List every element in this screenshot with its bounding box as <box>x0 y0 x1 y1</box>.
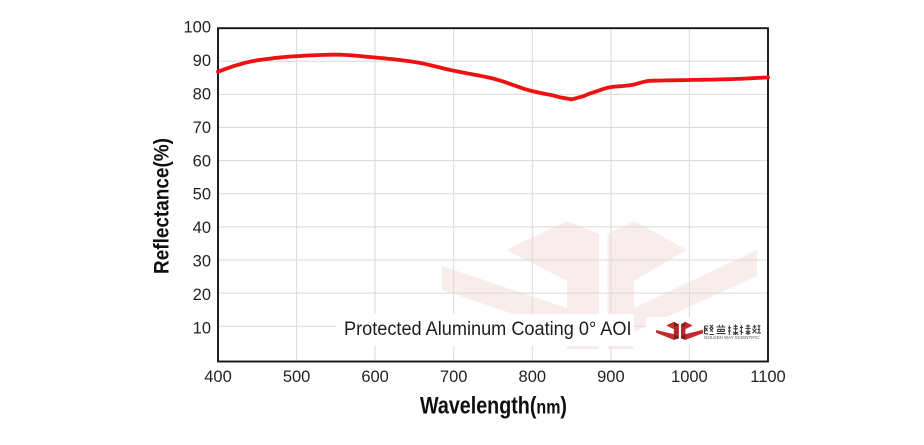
svg-text:GOLDEN WAY SCIENTIFIC: GOLDEN WAY SCIENTIFIC <box>704 335 760 340</box>
svg-text:100: 100 <box>183 19 211 37</box>
svg-text:20: 20 <box>193 286 211 304</box>
svg-text:60: 60 <box>193 152 211 170</box>
svg-text:1000: 1000 <box>671 368 708 386</box>
svg-text:Wavelength(nm): Wavelength(nm) <box>420 393 567 420</box>
svg-text:700: 700 <box>440 368 468 386</box>
svg-text:90: 90 <box>193 52 211 70</box>
svg-text:80: 80 <box>193 86 211 104</box>
svg-text:1100: 1100 <box>750 368 785 386</box>
svg-text:30: 30 <box>193 253 211 271</box>
svg-text:400: 400 <box>204 368 232 386</box>
svg-text:900: 900 <box>597 368 625 386</box>
svg-text:500: 500 <box>283 368 311 386</box>
svg-text:Protected Aluminum Coating 0°: Protected Aluminum Coating 0° AOI <box>344 319 632 340</box>
svg-text:10: 10 <box>193 319 211 337</box>
svg-text:40: 40 <box>193 219 211 237</box>
svg-text:50: 50 <box>193 186 211 204</box>
svg-text:70: 70 <box>193 119 211 137</box>
svg-text:Reflectance(%): Reflectance(%) <box>151 138 174 274</box>
svg-text:600: 600 <box>361 368 389 386</box>
svg-text:800: 800 <box>519 368 547 386</box>
